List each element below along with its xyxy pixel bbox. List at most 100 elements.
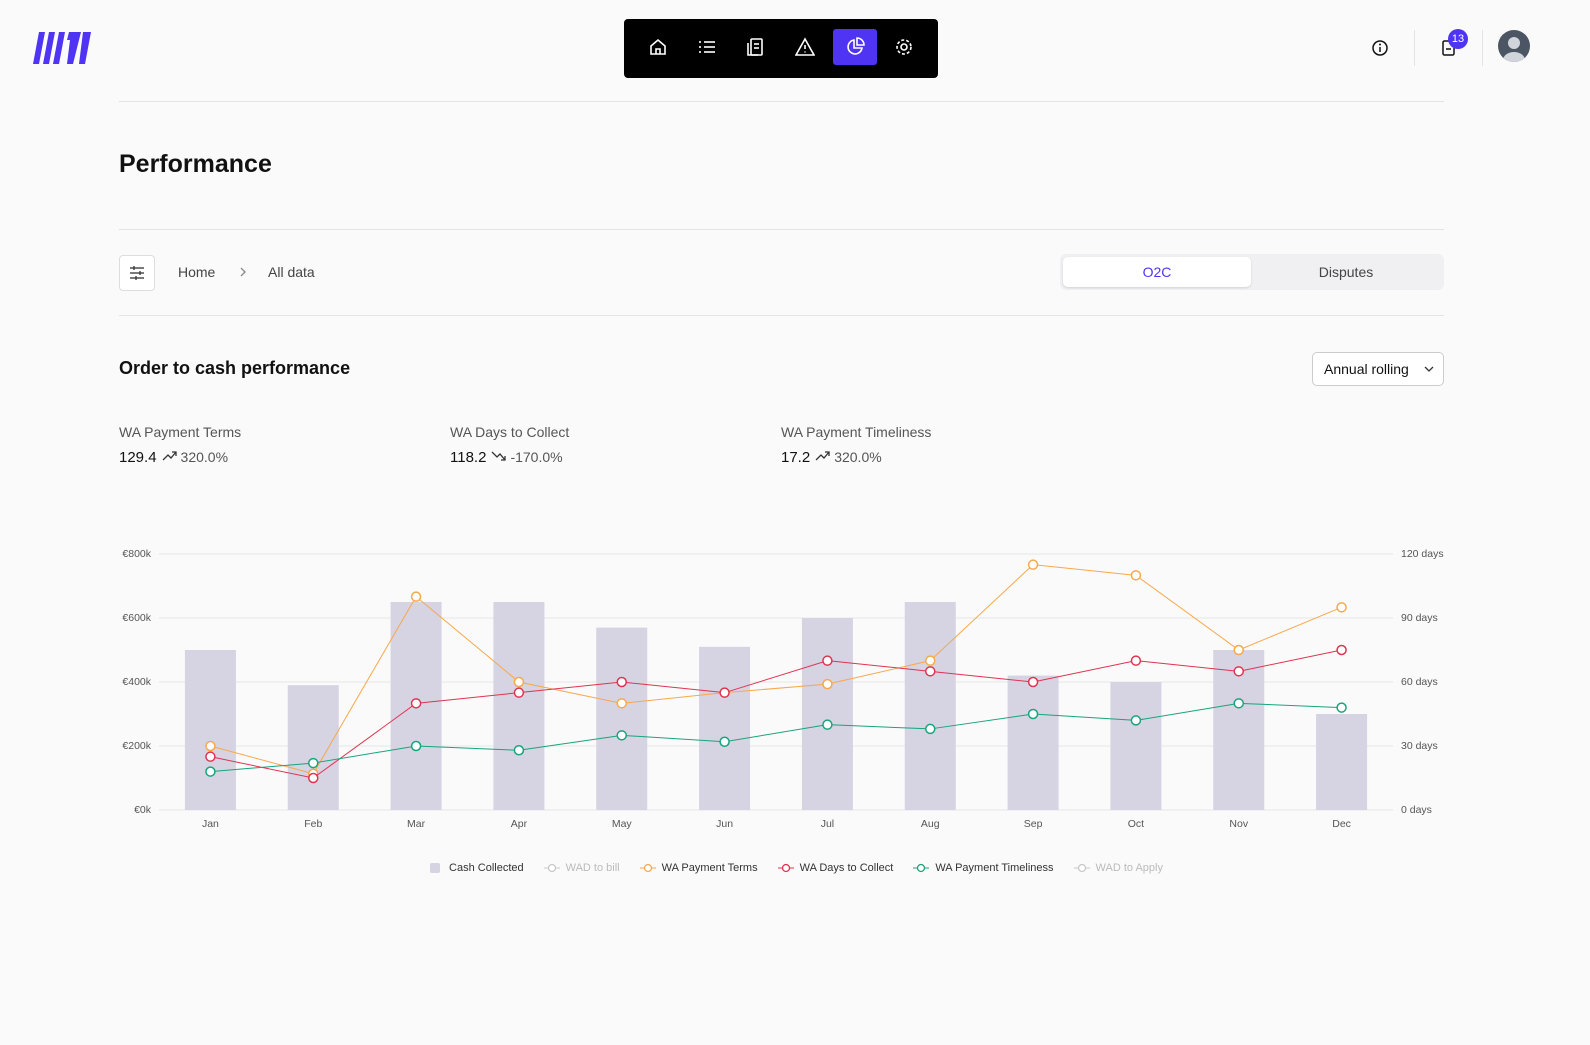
swatch: [547, 863, 556, 873]
kpi-change: 320.0%: [834, 449, 882, 465]
legend-item[interactable]: WA Payment Terms: [639, 862, 758, 874]
bar: [699, 646, 751, 810]
y2-tick-label: 60 days: [1401, 676, 1438, 688]
point: [410, 698, 422, 709]
point: [1336, 702, 1347, 713]
x-tick-label: Jul: [821, 818, 834, 830]
bar: [1110, 682, 1162, 810]
legend-swatch: [913, 863, 930, 873]
bar: [287, 685, 339, 810]
legend: Cash Collected WAD to bill WA Payment Term…: [0, 862, 1590, 874]
breadcrumb-current: All data: [268, 264, 315, 280]
kpi-label: WA Payment Terms: [119, 424, 242, 440]
point: [1027, 559, 1039, 570]
point: [1027, 676, 1039, 688]
point: [719, 736, 730, 747]
x-tick-label: Nov: [1229, 818, 1248, 830]
point: [1233, 698, 1244, 709]
divider: [119, 101, 1444, 102]
swatch: [1077, 863, 1086, 873]
point: [513, 745, 525, 756]
point: [822, 719, 833, 730]
trend-icon: [815, 451, 830, 461]
swatch: [643, 863, 652, 873]
point: [205, 766, 216, 777]
legend-label: WA Payment Timeliness: [935, 862, 1054, 874]
swatch: [917, 863, 926, 873]
kpi-label: WA Payment Timeliness: [781, 424, 932, 440]
tab[interactable]: Disputes: [1318, 264, 1374, 280]
logo[interactable]: [33, 30, 93, 66]
point: [925, 655, 936, 666]
bar: [1007, 675, 1059, 810]
chart-icon[interactable]: [845, 37, 865, 57]
legend-item[interactable]: WAD to bill: [543, 862, 620, 874]
alert-icon[interactable]: [795, 37, 815, 57]
legend-item[interactable]: WA Payment Timeliness: [913, 862, 1054, 874]
point: [1336, 644, 1347, 656]
trend-arrow: [491, 451, 507, 461]
point: [925, 666, 936, 677]
x-tick-label: Apr: [511, 818, 528, 830]
breadcrumb-link[interactable]: Home: [178, 264, 216, 280]
nav-bar: [624, 19, 938, 78]
legend-label: WA Days to Collect: [799, 862, 894, 874]
legend-item[interactable]: Cash Collected: [427, 862, 524, 874]
bar: [904, 602, 956, 810]
y-tick-label: €800k: [122, 548, 151, 560]
divider: [1482, 30, 1483, 66]
point: [513, 687, 525, 698]
legend-item[interactable]: WAD to Apply: [1073, 862, 1163, 874]
legend-swatch: [1073, 863, 1090, 873]
info-icon[interactable]: [1371, 39, 1389, 57]
kpi-value-row: 17.2 320.0%: [781, 449, 882, 466]
filter-button[interactable]: [119, 255, 155, 291]
point: [205, 751, 216, 762]
dropdown[interactable]: Annual rolling: [1312, 352, 1444, 386]
y2-tick-label: 0 days: [1401, 804, 1432, 816]
point: [410, 591, 422, 602]
divider: [119, 229, 1444, 230]
list-icon[interactable]: [697, 37, 717, 57]
x-tick-label: Aug: [921, 818, 940, 830]
bar: [1213, 650, 1265, 810]
page-title: Performance: [119, 150, 272, 178]
point: [308, 772, 319, 784]
kpi-value: 129.4: [119, 449, 157, 466]
y-tick-label: €0k: [134, 804, 152, 816]
point: [410, 740, 422, 752]
notification-badge: 13: [1448, 29, 1468, 49]
point: [719, 687, 730, 698]
line: [210, 564, 1342, 775]
point: [205, 740, 216, 752]
invoice-icon[interactable]: [746, 37, 766, 57]
legend-swatch: [430, 863, 441, 873]
point: [1130, 715, 1142, 726]
y-tick-label: €200k: [122, 740, 151, 752]
point: [1130, 655, 1142, 666]
point: [822, 655, 833, 666]
legend-swatch: [777, 863, 794, 873]
point: [513, 676, 525, 688]
x-tick-label: Mar: [407, 818, 426, 830]
legend-swatch: [639, 863, 656, 873]
x-tick-label: Oct: [1128, 818, 1144, 830]
chart: €0k €200k €400k €600k €800k 0 days 30 days 60 d…: [122, 548, 1443, 830]
y-tick-label: €600k: [122, 612, 151, 624]
legend-item[interactable]: WA Days to Collect: [777, 862, 894, 874]
bar: [596, 627, 648, 810]
section-title: Order to cash performance: [119, 358, 351, 378]
settings-icon[interactable]: [894, 37, 914, 57]
legend-swatch: [543, 863, 560, 873]
tab[interactable]: O2C: [1063, 257, 1251, 287]
chevron: [240, 267, 246, 277]
x-tick-label: Jan: [202, 818, 219, 830]
avatar[interactable]: [1498, 30, 1530, 62]
point: [616, 698, 627, 709]
bar: [184, 650, 236, 810]
line: [210, 702, 1342, 773]
home-icon[interactable]: [648, 37, 668, 57]
point: [616, 730, 627, 741]
legend-label: WA Payment Terms: [661, 862, 758, 874]
